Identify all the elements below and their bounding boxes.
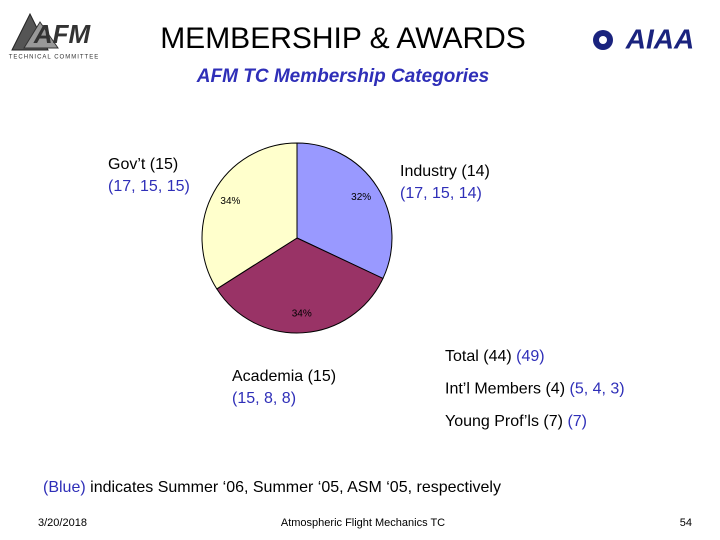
logo-caption: TECHNICAL COMMITTEE bbox=[9, 55, 99, 61]
logo-text: AFM bbox=[33, 19, 92, 49]
category-label: Academia (15) bbox=[232, 368, 336, 385]
total-history: (5, 4, 3) bbox=[569, 381, 624, 398]
pie-slice bbox=[201, 142, 298, 290]
pie: 32% 34% 34% bbox=[201, 142, 393, 334]
afm-logo: AFM TECHNICAL COMMITTEE bbox=[9, 12, 99, 61]
slice-label: 34% bbox=[220, 196, 240, 207]
total-line: Total (44) (49) bbox=[445, 348, 545, 365]
category-history: (17, 15, 15) bbox=[108, 178, 190, 195]
category-label: Gov’t (15) bbox=[108, 156, 178, 173]
total-text: Young Prof’ls (7) bbox=[445, 413, 563, 430]
total-text: Total (44) bbox=[445, 348, 512, 365]
labels: Industry (14) (17, 15, 14) Academia (15) (1… bbox=[108, 156, 625, 430]
category-history: (17, 15, 14) bbox=[400, 185, 482, 202]
category-history: (15, 8, 8) bbox=[232, 390, 296, 407]
footer-page: 54 bbox=[680, 517, 692, 529]
note-key: (Blue) bbox=[43, 479, 86, 496]
pie-slice bbox=[216, 237, 384, 334]
total-line: Int’l Members (4) (5, 4, 3) bbox=[445, 381, 625, 398]
note: (Blue) indicates Summer ‘06, Summer ‘05,… bbox=[43, 479, 501, 496]
total-line: Young Prof’ls (7) (7) bbox=[445, 413, 587, 430]
aiaa-logo: AIAA bbox=[593, 23, 694, 54]
category-label: Industry (14) bbox=[400, 163, 490, 180]
total-text: Int’l Members (4) bbox=[445, 381, 565, 398]
slice-label: 34% bbox=[292, 308, 312, 319]
subtitle: AFM TC Membership Categories bbox=[196, 66, 489, 87]
slide-title: MEMBERSHIP & AWARDS bbox=[160, 22, 526, 55]
logo-text: AIAA bbox=[625, 23, 694, 54]
total-history: (7) bbox=[567, 413, 587, 430]
slice-label: 32% bbox=[351, 192, 371, 203]
footer-center: Atmospheric Flight Mechanics TC bbox=[281, 517, 445, 529]
pie-slice bbox=[296, 142, 393, 280]
total-history: (49) bbox=[516, 348, 544, 365]
note-text: indicates Summer ‘06, Summer ‘05, ASM ‘0… bbox=[90, 479, 501, 496]
footer-date: 3/20/2018 bbox=[38, 517, 87, 529]
